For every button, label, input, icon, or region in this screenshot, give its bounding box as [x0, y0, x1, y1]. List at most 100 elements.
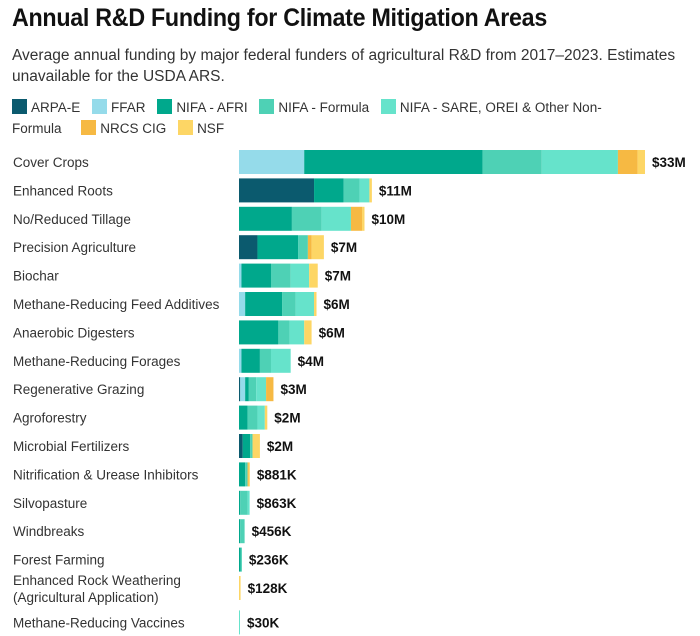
category-label: Enhanced Roots	[13, 183, 113, 198]
bar-segment-nrcs-cig	[350, 206, 363, 231]
legend-label: NSF	[197, 121, 225, 136]
legend-item-nrcs-cig: NRCS CIG	[81, 118, 166, 139]
legend-swatch	[92, 99, 108, 114]
bar-segment-nifa-afri	[241, 348, 260, 373]
total-value-label: $456K	[252, 524, 292, 539]
bar-segment-nsf	[252, 434, 260, 458]
bar-segment-ffar	[239, 263, 242, 288]
bar-row-regenerative-grazing: Regenerative Grazing $3M	[13, 377, 307, 402]
bar-segment-ffar	[239, 348, 242, 373]
category-label: Anaerobic Digesters	[13, 325, 135, 340]
bar-segment-nsf	[369, 178, 372, 203]
total-value-label: $2M	[274, 411, 300, 426]
legend-item-nifa-afri: NIFA - AFRI	[157, 97, 248, 118]
category-label-line: (Agricultural Application)	[13, 590, 159, 605]
bar-segment-nifa-afri	[314, 178, 344, 203]
category-label: Forest Farming	[13, 553, 105, 568]
legend-label: FFAR	[111, 100, 146, 115]
bar-row-nitrification-urease-inhibitors: Nitrification & Urease Inhibitors $881K	[13, 462, 297, 487]
bar-segment-nifa-formula	[240, 490, 248, 515]
bar-segment-nifa-formula	[270, 263, 291, 288]
bar-segment-nifa-sare-orei-other-non-formula	[295, 292, 315, 316]
legend-label: NIFA - AFRI	[176, 100, 248, 115]
bar-segment-nifa-formula	[245, 462, 248, 487]
total-value-label: $11M	[379, 183, 412, 198]
category-label: Nitrification & Urease Inhibitors	[13, 467, 199, 482]
bar-segment-nifa-afri	[257, 235, 299, 260]
category-label-line: Enhanced Rock Weathering	[13, 573, 181, 588]
bar-segment-nifa-formula	[298, 235, 308, 260]
total-value-label: $3M	[280, 382, 306, 397]
total-value-label: $10M	[371, 212, 405, 227]
bar-segment-nifa-afri	[239, 490, 241, 515]
bar-segment-arpa-e	[239, 178, 315, 203]
bar-row-forest-farming: Forest Farming $236K	[13, 547, 289, 572]
category-label: Regenerative Grazing	[13, 382, 144, 397]
bar-segment-nifa-formula	[250, 434, 253, 458]
total-value-label: $7M	[325, 269, 351, 284]
legend-swatch	[178, 120, 194, 135]
category-label: Biochar	[13, 269, 59, 284]
bar-row-biochar: Biochar $7M	[13, 263, 351, 288]
bar-row-precision-agriculture: Precision Agriculture $7M	[13, 235, 357, 260]
bar-segment-nifa-formula	[240, 547, 242, 572]
bar-row-windbreaks: Windbreaks $456K	[13, 519, 292, 544]
bar-segment-nsf	[239, 576, 241, 600]
bar-segment-nifa-afri	[304, 150, 483, 174]
bar-segment-nifa-sare-orei-other-non-formula	[239, 610, 240, 635]
bar-segment-nifa-sare-orei-other-non-formula	[257, 405, 265, 430]
total-value-label: $33M	[652, 155, 686, 170]
legend-label: NIFA - Formula	[278, 100, 370, 115]
total-value-label: $881K	[257, 467, 297, 482]
legend-swatch	[12, 99, 27, 114]
legend-label: ARPA-E	[31, 100, 81, 115]
category-label: Microbial Fertilizers	[13, 439, 130, 454]
bar-segment-nifa-formula	[282, 292, 296, 316]
bar-segment-ffar	[240, 377, 246, 402]
category-label: Methane-Reducing Feed Additives	[13, 297, 220, 312]
legend-swatch	[380, 99, 396, 114]
bar-segment-arpa-e	[239, 434, 243, 458]
bar-segment-nifa-afri	[242, 434, 251, 458]
category-label: Agroforestry	[13, 411, 87, 426]
chart-subtitle: Average annual funding by major federal …	[12, 47, 676, 85]
category-label: Precision Agriculture	[13, 240, 136, 255]
bar-row-microbial-fertilizers: Microbial Fertilizers $2M	[13, 434, 293, 458]
bar-segment-nifa-afri	[239, 462, 246, 487]
total-value-label: $2M	[267, 439, 293, 454]
bar-segment-nifa-afri	[245, 377, 249, 402]
bar-segment-nrcs-cig	[266, 377, 274, 402]
bar-segment-nifa-afri	[241, 263, 271, 288]
legend-label: NRCS CIG	[100, 121, 167, 136]
category-label: Windbreaks	[13, 524, 85, 539]
bar-segment-nifa-formula	[291, 206, 322, 231]
total-value-label: $7M	[331, 240, 357, 255]
bar-segment-nifa-afri	[239, 320, 279, 345]
bar-segment-arpa-e	[239, 377, 241, 402]
bar-row-cover-crops: Cover Crops $33M	[13, 150, 686, 174]
bar-segment-nifa-formula	[343, 178, 360, 203]
total-value-label: $6M	[324, 297, 350, 312]
legend: ARPA-E FFAR NIFA - AFRI NIFA - Formula N…	[12, 97, 612, 139]
bar-segment-nifa-sare-orei-other-non-formula	[541, 150, 618, 174]
legend-item-nifa-formula: NIFA - Formula	[259, 97, 369, 118]
bar-segment-nsf	[248, 462, 250, 487]
bar-segment-arpa-e	[239, 235, 258, 260]
bar-segment-nifa-formula	[240, 519, 245, 544]
bar-segment-nifa-sare-orei-other-non-formula	[247, 490, 250, 515]
category-label: Enhanced Rock Weathering (Agricultural Ap…	[13, 573, 181, 605]
bar-segment-nrcs-cig	[617, 150, 638, 174]
category-label: No/Reduced Tillage	[13, 212, 131, 227]
bar-segment-nifa-afri	[239, 206, 292, 231]
bar-segment-nifa-afri	[239, 547, 241, 572]
bar-row-enhanced-roots: Enhanced Roots $11M	[13, 178, 412, 203]
bar-row-silvopasture: Silvopasture $863K	[13, 490, 297, 515]
total-value-label: $236K	[249, 553, 289, 568]
total-value-label: $6M	[319, 325, 345, 340]
total-value-label: $4M	[298, 354, 324, 369]
bar-segment-nsf	[637, 150, 645, 174]
bar-segment-nifa-sare-orei-other-non-formula	[359, 178, 370, 203]
bar-segment-nifa-sare-orei-other-non-formula	[256, 377, 267, 402]
bar-segment-nifa-formula	[482, 150, 542, 174]
total-value-label: $863K	[257, 496, 297, 511]
